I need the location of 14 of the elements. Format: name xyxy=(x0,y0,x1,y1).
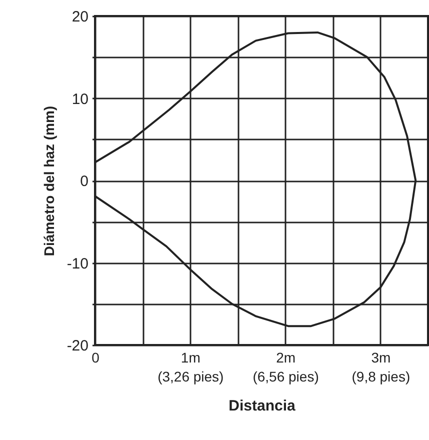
x-tick-label: 2m xyxy=(276,350,296,366)
y-tick-label: 20 xyxy=(72,8,88,26)
y-tick-label: -20 xyxy=(66,338,88,354)
text: (6,56 pies) xyxy=(252,368,319,384)
y-axis-title: Diámetro del haz (mm) xyxy=(40,106,57,256)
y-tick-label: 0 xyxy=(80,173,88,190)
text: (3,26 pies) xyxy=(158,368,224,384)
x-axis-title: Distancia xyxy=(228,398,296,414)
y-tick-label: 10 xyxy=(72,90,88,108)
x-tick-label: 0 xyxy=(92,350,100,366)
y-tick-label: -10 xyxy=(66,255,88,272)
x-tick-label: 3m xyxy=(371,350,391,366)
text: (9,8 pies) xyxy=(352,368,410,384)
x-tick-label: 1m xyxy=(180,350,200,366)
